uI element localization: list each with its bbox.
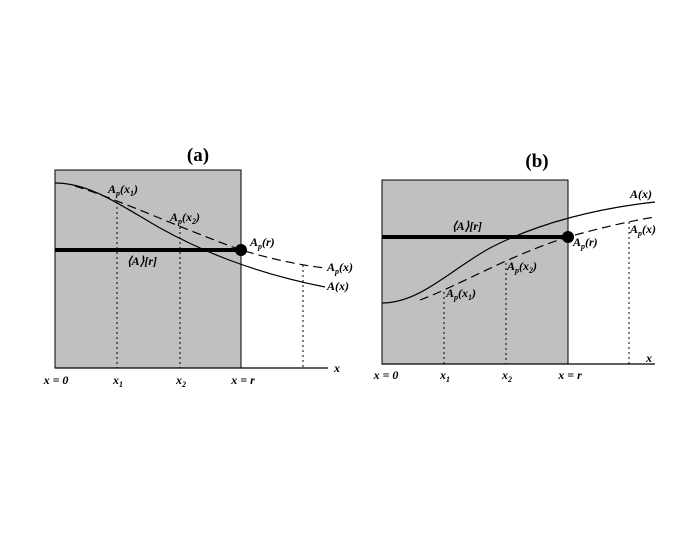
panel-title: (b) [525,151,548,172]
label-text: (x) [642,222,656,236]
label-text: (x [120,182,130,196]
subscript: p [514,266,519,275]
label-text: x = 0 [373,368,399,382]
panel-b: (b) A(x) ⟨A⟩[r] Ap(r) Ap(x) Ap(x2) Ap(x1… [373,151,656,384]
label: ⟨A⟩[r] [452,219,482,233]
label-text: ⟨A⟩[r] [127,254,157,268]
subscript: p [115,189,120,198]
label: Ap(r) [249,235,275,251]
label: Ap(x) [629,222,656,238]
subscript: 1 [119,380,123,389]
label-text: A [572,235,581,249]
subscript: 2 [181,380,186,389]
subscript: 1 [468,293,472,302]
label: Ap(r) [572,235,598,251]
label-text: A [169,210,178,224]
label: Ap(x1) [107,182,138,198]
axis-label: x [645,351,652,365]
tick-label: x1 [439,368,450,384]
subscript: 2 [528,266,533,275]
label-text: A [629,222,638,236]
label-text: ) [532,259,537,273]
label-text: A [249,235,258,249]
label-text: ) [133,182,138,196]
tick-label: x = 0 [373,368,399,382]
subscript: p [334,267,339,276]
label: Ap(x2) [169,210,200,226]
label-text: A [445,286,454,300]
label-text: A(x) [326,279,349,293]
curve-a [54,182,326,288]
curve-a [381,201,656,304]
label-text: x [439,368,446,382]
point [562,231,574,243]
label: Ap(x1) [445,286,476,302]
label-text: x [175,373,182,387]
label-text: ) [471,286,476,300]
label-text: A [107,182,116,196]
subscript: p [580,242,585,251]
subscript: p [453,293,458,302]
region [381,179,569,365]
label-text: x = 0 [43,373,69,387]
label-text: A [326,260,335,274]
tick-label: x2 [501,368,512,384]
panel-title: (a) [187,145,209,166]
label: ⟨A⟩[r] [127,254,157,268]
subscript: 2 [191,217,196,226]
label-text: ⟨A⟩[r] [452,219,482,233]
label-text: (x [519,259,529,273]
label-text: A [506,259,515,273]
label-text: x [112,373,119,387]
label-text: x = r [230,373,255,387]
tick-label: x2 [175,373,186,389]
point [235,244,247,256]
label-text: (r) [585,235,598,249]
tick-label: x = r [557,368,582,382]
subscript: p [177,217,182,226]
label-text: (r) [262,235,275,249]
label: Ap(x) [326,260,353,276]
region [54,169,242,369]
label-text: (x [182,210,192,224]
axis-label: x [333,361,340,375]
label-text: ) [195,210,200,224]
tick-label: x = r [230,373,255,387]
subscript: 1 [446,375,450,384]
tick-label: x1 [112,373,123,389]
label-text: (x) [339,260,353,274]
subscript: 2 [507,375,512,384]
tick-label: x = 0 [43,373,69,387]
subscript: p [257,242,262,251]
subscript: 1 [130,189,134,198]
subscript: p [637,229,642,238]
label-text: A(x) [629,187,652,201]
label: A(x) [629,187,652,201]
label: Ap(x2) [506,259,537,275]
label-text: x = r [557,368,582,382]
label-text: (x [458,286,468,300]
label: A(x) [326,279,349,293]
label-text: x [501,368,508,382]
panel-a: (a) Ap(x1) Ap(x2) Ap(r) ⟨A⟩[r] Ap(x) A(x… [43,145,353,389]
